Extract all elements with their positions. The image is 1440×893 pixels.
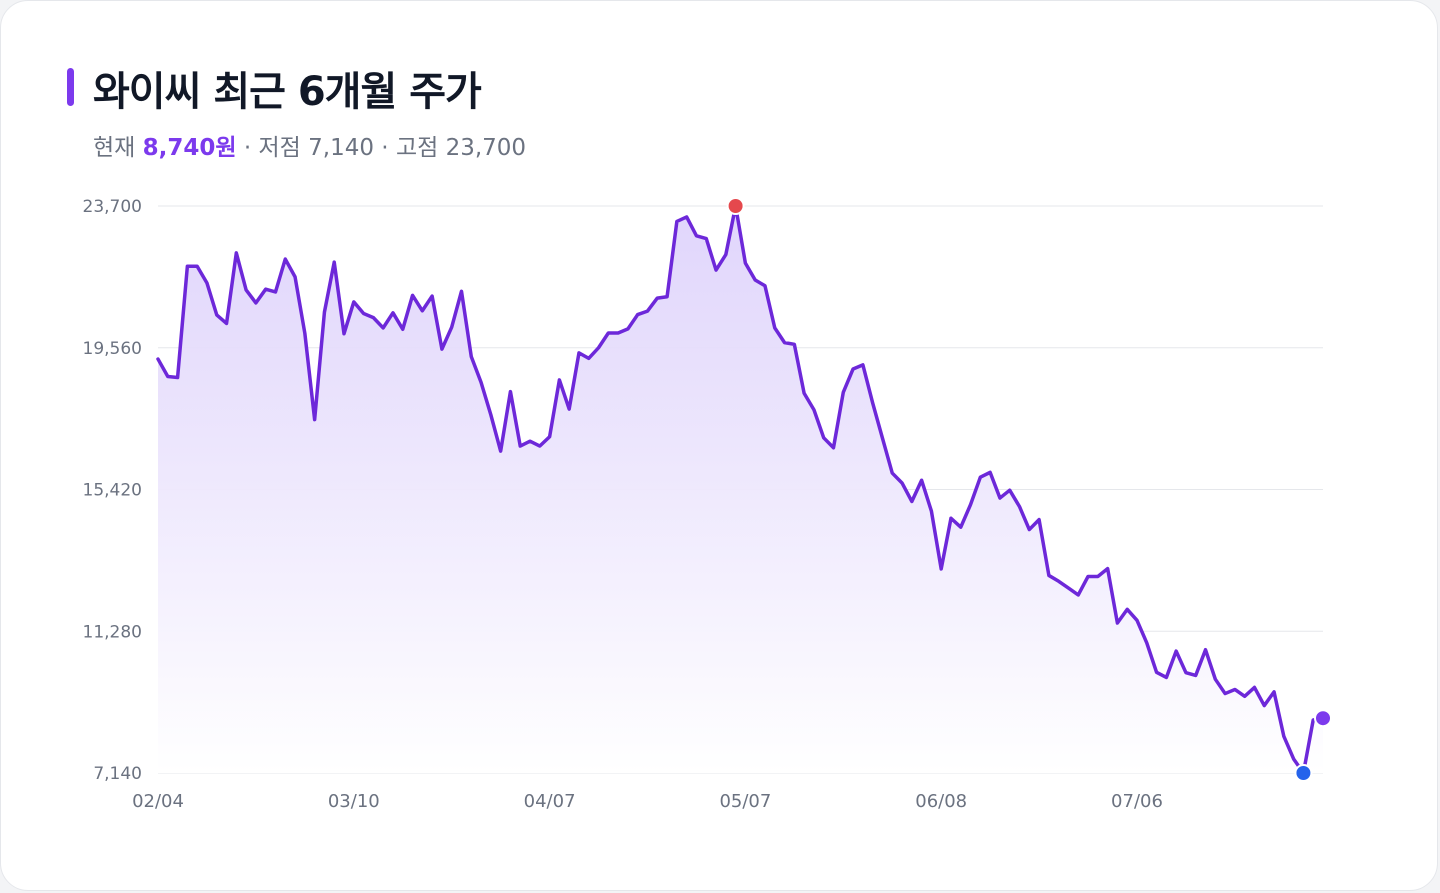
x-tick-label: 03/10 <box>328 791 380 812</box>
x-tick-label: 02/04 <box>132 791 184 812</box>
current-price: 8,740원 <box>142 135 237 161</box>
markers <box>726 197 1332 782</box>
high-label: 고점 <box>395 135 439 161</box>
x-tick-label: 05/07 <box>719 791 771 812</box>
x-axis: 02/04 03/10 04/07 05/07 06/08 07/06 <box>132 791 1163 812</box>
low-label: 저점 <box>258 135 301 161</box>
price-line <box>156 204 1325 775</box>
separator: · <box>236 135 259 161</box>
y-tick-label: 15,420 <box>83 481 142 501</box>
y-tick-label: 23,700 <box>83 197 142 217</box>
high-marker <box>726 197 745 215</box>
y-tick-label: 11,280 <box>83 622 142 642</box>
y-tick-label: 19,560 <box>83 339 142 359</box>
title-accent-bar <box>67 68 74 106</box>
y-axis: 7,140 11,280 15,420 19,560 23,700 <box>83 197 142 784</box>
x-tick-label: 07/06 <box>1111 791 1163 812</box>
high-price: 23,700 <box>445 135 527 161</box>
x-tick-label: 06/08 <box>915 791 967 812</box>
current-label: 현재 <box>93 135 136 161</box>
low-marker <box>1294 764 1313 782</box>
low-price: 7,140 <box>308 135 374 161</box>
last-price-marker <box>1314 709 1332 728</box>
y-tick-label: 7,140 <box>93 764 142 784</box>
price-area-fill <box>158 206 1323 773</box>
x-tick-label: 04/07 <box>524 791 576 812</box>
price-summary: 현재 8,740원 · 저점 7,140 · 고점 23,700 <box>93 128 526 162</box>
separator: · <box>374 135 396 161</box>
chart-title: 와이씨 최근 6개월 주가 <box>93 69 482 115</box>
